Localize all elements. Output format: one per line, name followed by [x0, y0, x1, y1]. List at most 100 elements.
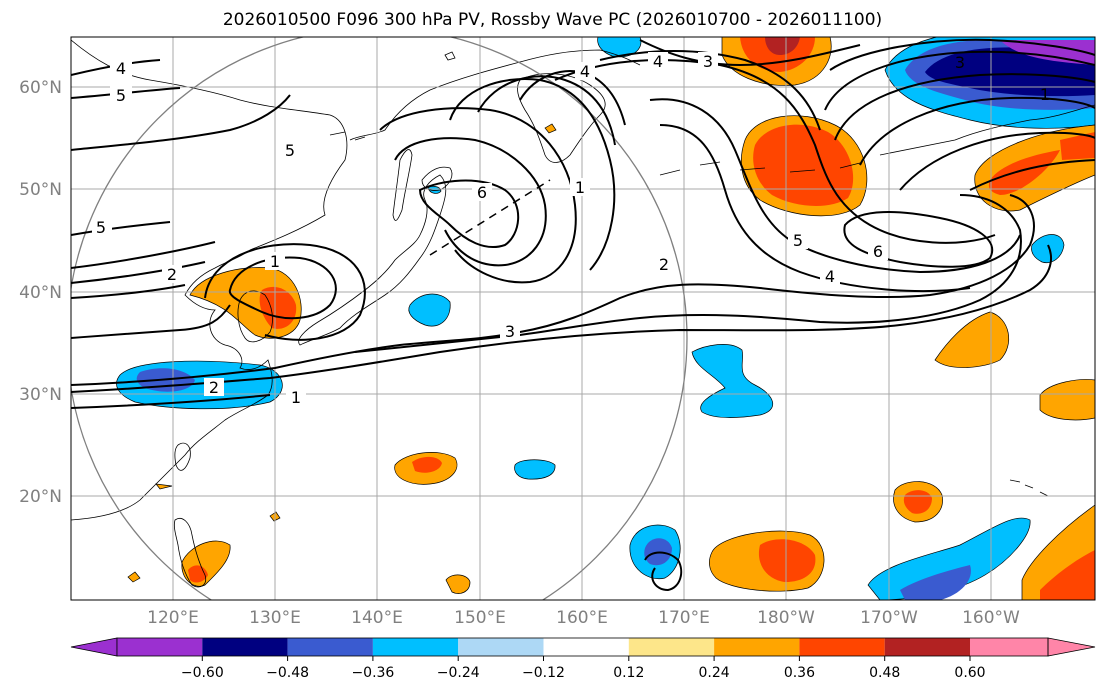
coastline-kamchatka: [517, 73, 606, 163]
latitude-labels: 60°N 50°N 40°N 30°N 20°N: [19, 78, 62, 507]
lat-label-40n: 40°N: [19, 283, 62, 303]
coastline-korea: [237, 290, 273, 343]
pv-label-4-okhotsk: 4: [580, 62, 590, 81]
pv-label-5-west: 5: [116, 86, 126, 105]
lat-label-60n: 60°N: [19, 78, 62, 98]
map-panel: 4 5 5 5 2 1 6 4 4 3 1 2 3 2: [71, 37, 1095, 600]
colorbar-bin-10: [884, 638, 970, 656]
pv-contour-5-japan: [394, 137, 547, 267]
colorbar-outline: [116, 637, 1049, 657]
negative-anomaly-170e-32n: [691, 344, 773, 418]
pv-label-2-central: 2: [659, 255, 669, 274]
colorbar-bin-6: [543, 638, 629, 656]
pv-label-5-east: 5: [793, 231, 803, 250]
pv-contour-ne-3: [834, 73, 1095, 141]
pv-label-4-west: 4: [116, 59, 126, 78]
colorbar-bin-4: [372, 638, 459, 656]
coastline-siberia-north: [349, 49, 641, 141]
pv-contour-ne-2: [824, 50, 1095, 111]
pv-contour-ne-4: [859, 96, 1095, 166]
pv-label-1-korea: 1: [270, 252, 280, 271]
negative-anomaly-japan: [408, 293, 451, 327]
pv-contour-west-5b: [71, 94, 291, 151]
pv-label-3-ne: 3: [955, 53, 965, 72]
pv-label-4-east: 4: [825, 267, 835, 286]
colorbar-bin-11: [970, 638, 1048, 656]
colorbar-bin-7: [628, 638, 715, 656]
pv-label-3-bering: 3: [703, 52, 713, 71]
lat-label-30n: 30°N: [19, 385, 62, 405]
lon-label-150e: 150°E: [454, 608, 506, 628]
colorbar-extend-max: [1047, 637, 1096, 657]
negative-anomaly-hokkaido: [427, 185, 442, 194]
pv-contour-3-mid: [71, 304, 231, 339]
pv-contour-2-west-c: [71, 284, 186, 299]
colorbar-bin-5: [458, 638, 544, 656]
pv-contour-dash: [429, 179, 551, 256]
lon-label-170e: 170°E: [658, 608, 710, 628]
great-circle-radius: [71, 37, 688, 600]
pv-contour-labels: 4 5 5 5 2 1 6 4 4 3 1 2 3 2: [92, 52, 1050, 407]
lon-label-130e: 130°E: [249, 608, 301, 628]
colorbar-label-neg048: −0.48: [266, 665, 309, 681]
colorbar-label-048: 0.48: [869, 665, 900, 681]
positive-anomaly-155w-38n: [934, 311, 1009, 368]
colorbar-label-neg036: −0.36: [351, 665, 394, 681]
pv-label-2-south: 2: [209, 378, 219, 397]
map-frame: [70, 36, 1096, 601]
pv-label-5-china: 5: [96, 218, 106, 237]
negative-anomaly-160w-43n: [1031, 234, 1065, 264]
negative-anomaly-kamchatka: [597, 37, 642, 58]
lon-label-180w: 180°W: [757, 608, 815, 628]
coastline-philippines: [173, 518, 207, 588]
longitude-labels: 120°E 130°E 140°E 150°E 160°E 170°E 180°…: [147, 608, 1020, 628]
pv-label-2-china: 2: [167, 265, 177, 284]
pv-label-1-kuril: 1: [575, 178, 585, 197]
pv-contour-1b: [71, 394, 271, 409]
coastline-asia: [71, 39, 348, 521]
pv-contour-2-west: [71, 241, 216, 269]
positive-anomaly-east-30n: [1039, 379, 1095, 421]
coastline-aleutians: [659, 161, 861, 176]
colorbar-label-024: 0.24: [699, 665, 730, 681]
pv-contour-ne-5: [899, 131, 1095, 191]
pv-label-1-ne: 1: [1040, 85, 1050, 104]
coastline-hawaii: [1009, 479, 1049, 497]
pv-contour-4-japan: [379, 107, 577, 284]
colorbar: −0.60 −0.48 −0.36 −0.24 −0.12 0.12 0.24 …: [70, 637, 1096, 681]
pv-contour-trough-1: [449, 78, 616, 271]
coastline-taiwan: [174, 442, 191, 471]
pv-contour-ridge-2: [599, 50, 821, 131]
pv-contour-korea-loop2: [204, 243, 366, 341]
colorbar-tick-labels: −0.60 −0.48 −0.36 −0.24 −0.12 0.12 0.24 …: [181, 665, 986, 681]
lon-label-160e: 160°E: [556, 608, 608, 628]
colorbar-ticks: [201, 656, 971, 661]
colorbar-label-036: 0.36: [784, 665, 815, 681]
pv-contour-trough-2: [477, 75, 616, 146]
pv-label-6-japan: 6: [477, 183, 487, 202]
colorbar-bin-2: [202, 638, 288, 656]
colorbar-bin-9: [799, 638, 885, 656]
lat-label-20n: 20°N: [19, 487, 62, 507]
coastline-alaska: [879, 104, 1095, 156]
lon-label-140e: 140°E: [351, 608, 403, 628]
pv-contour-2-west-b: [71, 261, 206, 284]
colorbar-bin-3: [287, 638, 373, 656]
colorbar-label-neg060: −0.60: [181, 665, 224, 681]
colorbar-label-neg024: −0.24: [437, 665, 480, 681]
colorbar-label-060: 0.60: [954, 665, 985, 681]
pv-label-1-south: 1: [291, 388, 301, 407]
pv-contour-small-loop: [644, 551, 683, 592]
pv-label-5-siberia: 5: [285, 141, 295, 160]
pv-contour-4-east: [659, 124, 971, 293]
pv-contour-2-south: [71, 194, 1035, 386]
pv-contour-ne-6: [969, 159, 1095, 191]
lon-label-120e: 120°E: [147, 608, 199, 628]
coastline-islands: [329, 51, 456, 141]
pv-contour-3-top: [639, 39, 861, 67]
lat-label-50n: 50°N: [19, 180, 62, 200]
colorbar-bin-1: [117, 638, 203, 656]
coastline-sakhalin: [392, 149, 413, 221]
pv-contour-west-5c: [71, 221, 171, 236]
